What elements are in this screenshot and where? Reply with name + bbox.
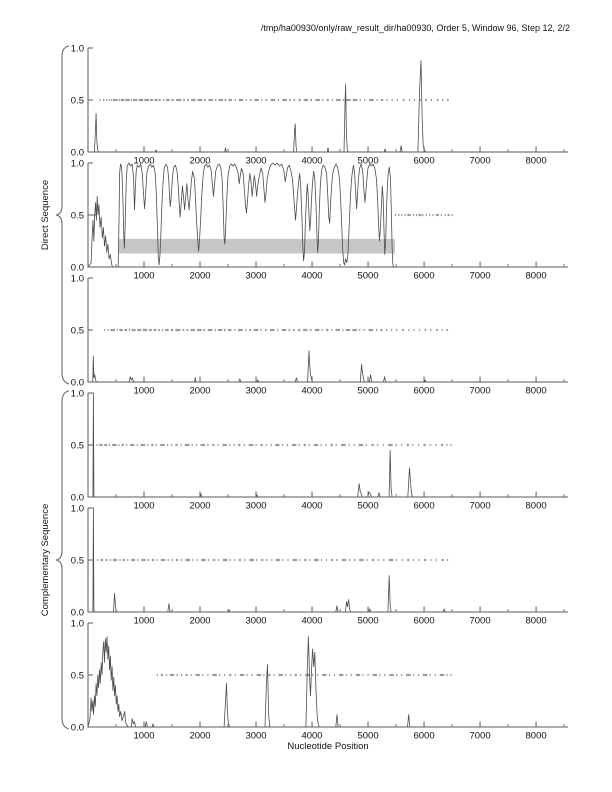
- x-tick-label: 8000: [526, 271, 547, 282]
- x-tick-label: 8000: [526, 616, 547, 627]
- x-tick-label: 3000: [245, 731, 266, 742]
- x-tick-label: 7000: [469, 271, 490, 282]
- x-tick-label: 2000: [189, 616, 210, 627]
- x-tick-label: 1000: [133, 501, 154, 512]
- x-tick-label: 2000: [189, 501, 210, 512]
- x-tick-label: 1000: [133, 731, 154, 742]
- axis-frame: [87, 623, 568, 728]
- signal-curve: [88, 350, 455, 383]
- y-tick-label: 1.0: [71, 619, 84, 630]
- x-tick-label: 2000: [189, 731, 210, 742]
- x-tick-label: 1000: [133, 386, 154, 397]
- y-tick-label: 1.0: [71, 44, 84, 55]
- y-tick-label: 0.5: [71, 556, 84, 567]
- x-tick-label: 7000: [469, 156, 490, 167]
- x-tick-label: 6000: [413, 501, 434, 512]
- signal-curve: [87, 162, 394, 268]
- y-tick-label: 0.0: [71, 263, 84, 274]
- direct-group-label: Direct Sequence: [40, 180, 51, 250]
- x-tick-label: 1000: [133, 271, 154, 282]
- x-tick-label: 3000: [245, 156, 266, 167]
- panel-direct-frame-2: 0.0 0.5 1.0 1000 2000 3000 4000 5000 6000 7000 800…: [71, 159, 568, 282]
- x-tick-label: 6000: [413, 271, 434, 282]
- x-tick-label: 5000: [357, 731, 378, 742]
- y-tick-label: 0.0: [71, 148, 84, 159]
- x-tick-label: 1000: [133, 616, 154, 627]
- x-tick-label: 5000: [357, 616, 378, 627]
- x-tick-label: 7000: [469, 386, 490, 397]
- x-tick-label: 5000: [357, 156, 378, 167]
- x-tick-label: 4000: [301, 501, 322, 512]
- x-tick-label: 6000: [413, 731, 434, 742]
- x-tick-label: 8000: [526, 501, 547, 512]
- y-tick-label: 0.0: [71, 608, 84, 619]
- x-tick-label: 4000: [301, 616, 322, 627]
- y-tick-label: 1.0: [71, 504, 84, 515]
- x-tick-label: 2000: [189, 271, 210, 282]
- y-tick-label: 0.0: [71, 378, 84, 389]
- panel-direct-frame-1: 0.0 0.5 1.0 1000 2000 3000 4000 5000 6000 7000 800…: [71, 44, 568, 167]
- panel-complementary-frame-2: 0.0 0.5 1.0 1000 2000 3000 4000 5000 6000 7000 800…: [71, 504, 568, 627]
- y-tick-label: 0.5: [71, 96, 84, 107]
- direct-group-brace: [55, 45, 70, 385]
- x-tick-label: 3000: [245, 386, 266, 397]
- panel-complementary-frame-3: 0.0 0.5 1.0 1000 2000 3000 4000 5000 6000 7000 800…: [71, 619, 568, 742]
- x-tick-label: 7000: [469, 616, 490, 627]
- x-tick-label: 4000: [301, 386, 322, 397]
- x-tick-label: 6000: [413, 386, 434, 397]
- plot-title: /tmp/ha00930/only/raw_result_dir/ha00930…: [261, 23, 570, 33]
- x-tick-label: 3000: [245, 271, 266, 282]
- x-tick-label: 8000: [526, 156, 547, 167]
- y-tick-label: 1.0: [71, 389, 84, 400]
- x-tick-label: 4000: [301, 271, 322, 282]
- panels-container: 0.0 0.5 1.0 1000 2000 3000 4000 5000 6000 7000 800…: [71, 44, 568, 742]
- signal-curve: [87, 636, 455, 728]
- axis-frame: [87, 508, 568, 613]
- complementary-group-label: Complementary Sequence: [40, 504, 51, 616]
- y-tick-label: 0.0: [71, 723, 84, 734]
- x-tick-label: 4000: [301, 156, 322, 167]
- y-tick-label: 0.5: [71, 671, 84, 682]
- y-tick-label: 1.0: [71, 159, 84, 170]
- x-tick-label: 4000: [301, 731, 322, 742]
- x-tick-label: 3000: [245, 616, 266, 627]
- y-tick-label: 0.5: [71, 441, 84, 452]
- y-tick-label: 0.5: [71, 326, 84, 337]
- complementary-group-brace: [55, 390, 70, 730]
- x-tick-label: 8000: [526, 386, 547, 397]
- signal-curve: [88, 60, 455, 153]
- y-tick-label: 1.0: [71, 274, 84, 285]
- x-tick-label: 2000: [189, 156, 210, 167]
- highlight-bar: [118, 238, 395, 254]
- x-tick-label: 7000: [469, 501, 490, 512]
- x-tick-label: 5000: [357, 386, 378, 397]
- panel-complementary-frame-1: 0.0 0.5 1.0 1000 2000 3000 4000 5000 6000 7000 800…: [71, 389, 568, 512]
- y-tick-label: 0.0: [71, 493, 84, 504]
- x-tick-label: 5000: [357, 271, 378, 282]
- x-tick-label: 1000: [133, 156, 154, 167]
- x-tick-label: 7000: [469, 731, 490, 742]
- x-tick-label: 2000: [189, 386, 210, 397]
- y-tick-label: 0.5: [71, 211, 84, 222]
- x-tick-label: 3000: [245, 501, 266, 512]
- x-tick-label: 6000: [413, 156, 434, 167]
- x-axis-label: Nucleotide Position: [287, 741, 368, 752]
- x-tick-label: 8000: [526, 731, 547, 742]
- axis-frame: [87, 393, 568, 498]
- x-tick-label: 6000: [413, 616, 434, 627]
- panel-direct-frame-3: 0.0 0.5 1.0 1000 2000 3000 4000 5000 6000 7000 800…: [71, 274, 568, 397]
- x-tick-label: 5000: [357, 501, 378, 512]
